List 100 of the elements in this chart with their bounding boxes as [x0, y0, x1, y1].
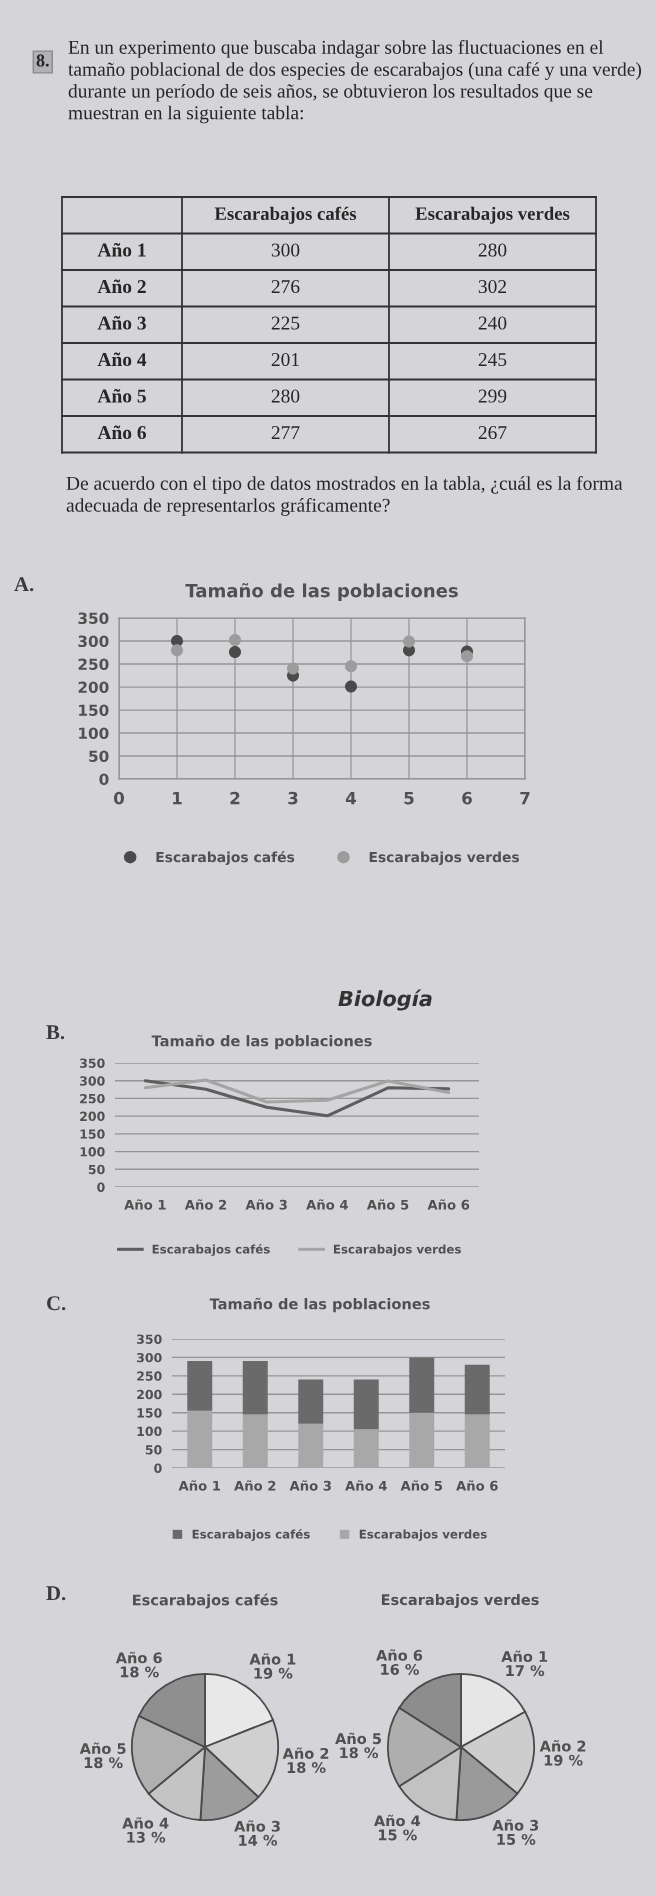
data-label: 280 — [271, 389, 300, 403]
y-tick-label: 350 — [80, 1058, 105, 1068]
text: C. — [47, 1296, 66, 1311]
chart-title: Tamaño de las poblaciones — [151, 1034, 372, 1050]
category-label: Año 4 — [97, 352, 147, 367]
slice-label: Año 3 — [492, 1819, 539, 1831]
data-label: 302 — [478, 280, 507, 294]
category-label: Año 6 — [97, 425, 147, 440]
bar — [409, 1412, 435, 1468]
data-label: 276 — [271, 280, 300, 294]
y-tick-label: 100 — [137, 1426, 162, 1437]
slice-label: Año 4 — [373, 1814, 421, 1827]
legend-label: Escarabajos verdes — [359, 1529, 487, 1541]
data-label: 14 % — [239, 1834, 278, 1846]
x-tick-label: Año 6 — [427, 1199, 470, 1210]
data-label: 201 — [271, 353, 299, 367]
x-tick-label: Año 5 — [366, 1199, 409, 1210]
x-tick-label: Año 3 — [245, 1199, 287, 1210]
data-label: 299 — [478, 389, 507, 403]
data-label: 267 — [478, 426, 507, 440]
text: Escarabajos verdes — [415, 206, 570, 224]
line-series — [143, 1079, 451, 1118]
x-tick-label: Año 1 — [178, 1480, 221, 1491]
y-tick-label: 300 — [80, 1076, 105, 1086]
text: D. — [46, 1586, 66, 1601]
bar — [242, 1414, 268, 1468]
y-tick-label: 100 — [80, 1147, 105, 1157]
slice-label: Año 1 — [249, 1653, 296, 1665]
x-tick-label: Año 3 — [289, 1480, 331, 1491]
data-label: 225 — [271, 316, 300, 330]
y-tick-label: 250 — [80, 1093, 105, 1104]
x-tick-label: Año 6 — [456, 1480, 498, 1491]
text: En un experimento que buscaba indagar sobre las fluctuaciones en el tamaño poblacional de dos especies de escarabajos (una café y una verde) durante un período de seis años, se obtuvieron los resultados que se muestran en la siguiente tabla: — [68, 40, 642, 124]
bar — [242, 1361, 268, 1415]
category-label: Año 2 — [97, 279, 146, 294]
x-tick-label: Año 4 — [345, 1480, 387, 1491]
bar — [187, 1361, 213, 1411]
bar — [353, 1429, 379, 1468]
line-series — [143, 1078, 451, 1104]
slice-label: Año 2 — [282, 1747, 329, 1759]
y-tick-label: 0 — [97, 1182, 105, 1192]
data-label: 277 — [271, 426, 300, 439]
data-label: 18 % — [84, 1757, 123, 1769]
y-tick-label: 250 — [137, 1371, 162, 1381]
x-tick-label: Año 5 — [400, 1480, 443, 1491]
slice-label: Año 5 — [79, 1742, 126, 1755]
data-label: 18 % — [120, 1666, 159, 1678]
text: 8. — [36, 54, 49, 67]
x-tick-label: Año 1 — [124, 1199, 166, 1210]
data-label: 13 % — [127, 1831, 166, 1843]
bar — [464, 1414, 490, 1468]
bar — [353, 1379, 379, 1430]
slice-label: Año 6 — [115, 1651, 162, 1664]
legend-label: Escarabajos cafés — [152, 1244, 270, 1256]
y-tick-label: 200 — [137, 1389, 162, 1400]
slice-label: Año 4 — [122, 1817, 169, 1829]
chart-title: Tamaño de las poblaciones — [209, 1297, 430, 1313]
data-label: 16 % — [381, 1663, 420, 1675]
x-tick-label: 7 — [520, 792, 530, 805]
text: De acuerdo con el tipo de datos mostrados en la tabla, ¿cuál es la forma adecuada de representarlos gráficamente? — [66, 476, 623, 516]
data-label: 15 % — [378, 1829, 417, 1841]
data-label: 300 — [271, 243, 300, 257]
slice-label: Año 6 — [376, 1649, 423, 1661]
bar — [409, 1357, 435, 1413]
bar — [464, 1364, 490, 1415]
y-tick-label: 350 — [137, 1334, 162, 1344]
slice-label: Año 2 — [539, 1740, 586, 1752]
slice-label: Año 3 — [234, 1820, 280, 1832]
category-label: Año 1 — [97, 242, 146, 257]
y-tick-label: 200 — [80, 1111, 105, 1122]
text: Escarabajos cafés — [214, 206, 357, 224]
legend-label: Escarabajos verdes — [333, 1244, 461, 1256]
y-tick-label: 300 — [137, 1352, 162, 1363]
slice-label: Año 1 — [501, 1650, 548, 1663]
legend-label: Escarabajos cafés — [192, 1529, 310, 1541]
text: B. — [46, 1025, 65, 1040]
category-label: Año 5 — [97, 388, 146, 403]
data-label: 19 % — [254, 1667, 293, 1679]
data-label: 18 % — [287, 1762, 326, 1774]
x-tick-label: Año 4 — [306, 1199, 348, 1210]
bar — [298, 1423, 324, 1468]
data-label: 280 — [478, 243, 507, 257]
slice-label: Año 5 — [335, 1732, 381, 1745]
y-tick-label: 50 — [145, 1445, 162, 1455]
bar — [298, 1379, 324, 1424]
data-label: 240 — [478, 316, 507, 330]
x-tick-label: Año 2 — [234, 1480, 276, 1491]
data-label: 245 — [478, 353, 507, 367]
y-tick-label: 50 — [88, 1164, 105, 1175]
data-label: 15 % — [497, 1833, 536, 1845]
bar — [187, 1410, 213, 1468]
y-tick-label: 150 — [80, 1129, 105, 1139]
chart-title: Escarabajos verdes — [381, 1593, 539, 1609]
y-tick-label: 0 — [154, 1463, 162, 1473]
data-label: 18 % — [340, 1747, 379, 1759]
text: Biología — [338, 989, 432, 1011]
category-label: Año 3 — [97, 315, 146, 330]
x-tick-label: Año 2 — [184, 1199, 227, 1210]
y-tick-label: 150 — [137, 1408, 162, 1418]
chart-title: Escarabajos cafés — [133, 1593, 278, 1609]
